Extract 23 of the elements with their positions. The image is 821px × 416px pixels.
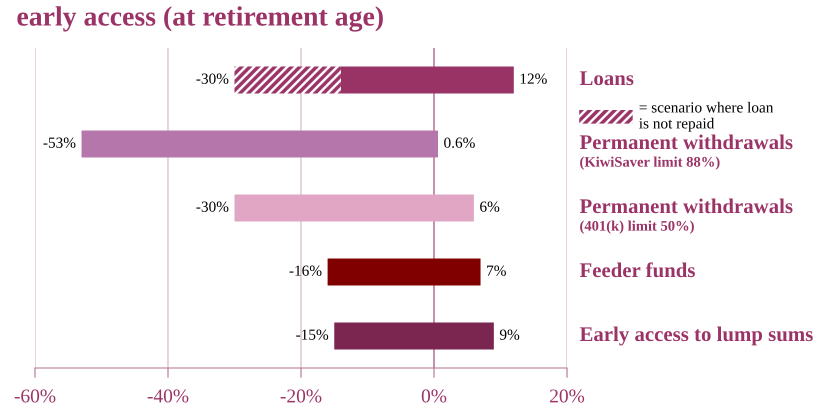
data-label: -15% (296, 330, 328, 340)
x-tick-label: 20% (550, 389, 584, 403)
data-label: -30% (196, 202, 228, 212)
y-tick-label: Permanent withdrawals (401(k) limit 50%) (580, 198, 793, 234)
data-label: 0.6% (444, 138, 475, 148)
x-tick-label: 0% (422, 389, 446, 403)
data-label: 6% (480, 202, 500, 212)
y-tick-label: Early access to lump sums (580, 326, 813, 346)
annotation: -30% (196, 74, 228, 84)
x-tick-label: -40% (148, 389, 188, 403)
data-label: 9% (500, 330, 520, 340)
y-tick-label: Feeder funds (580, 262, 695, 278)
y-tick-label: Loans (580, 71, 634, 86)
x-tick-label: -60% (14, 389, 56, 403)
chart-title: early access (at retirement age) (17, 6, 383, 32)
data-label: 12% (520, 74, 547, 84)
x-tick-label: -20% (280, 389, 322, 403)
legend-label: = scenario where loan is not repaid (639, 102, 774, 132)
data-label: 7% (487, 266, 506, 276)
data-label: -53% (43, 138, 76, 148)
bar (234, 66, 341, 94)
data-label: -16% (290, 266, 322, 276)
y-tick-label: Permanent withdrawals (KiwiSaver limit 88%) (580, 134, 793, 170)
